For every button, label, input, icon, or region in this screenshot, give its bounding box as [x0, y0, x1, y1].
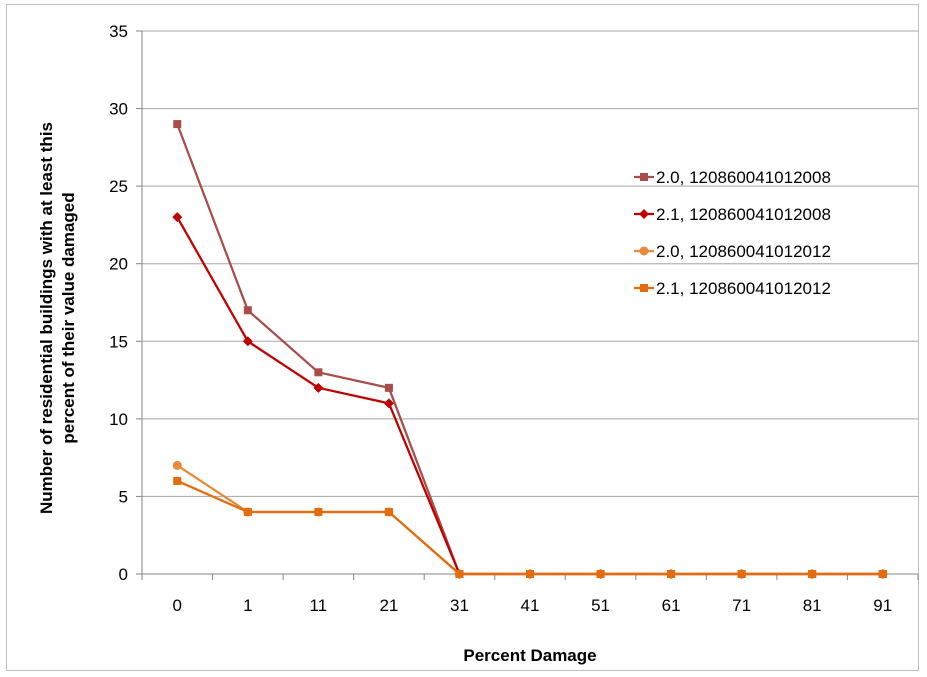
- y-tick-label: 25: [109, 177, 128, 196]
- y-axis-title: Number of residential buildings with at …: [37, 122, 78, 514]
- legend-item-4: 2.1, 120860041012012: [634, 279, 831, 298]
- x-tick-label: 11: [310, 596, 328, 615]
- x-tick-labels: 0 1 11 21 31 41 51 61 71 81 91: [173, 596, 893, 615]
- x-tick-label: 51: [591, 596, 610, 615]
- legend: 2.0, 120860041012008 2.1, 120860041012008…: [634, 168, 831, 298]
- y-axis-title-line-1: Number of residential buildings with at …: [37, 122, 56, 514]
- series-3: [172, 460, 888, 579]
- x-tick-label: 41: [521, 596, 540, 615]
- legend-marker: [639, 246, 649, 256]
- data-point: [243, 507, 252, 516]
- x-tick-label: 1: [243, 596, 252, 615]
- legend-label: 2.0, 120860041012008: [656, 168, 831, 187]
- data-point: [242, 336, 253, 347]
- series-line: [176, 123, 883, 576]
- data-point: [667, 570, 676, 578]
- data-point: [383, 398, 394, 409]
- legend-item-1: 2.0, 120860041012008: [634, 168, 831, 187]
- data-point: [243, 306, 252, 315]
- data-point: [526, 570, 534, 578]
- data-point: [172, 212, 183, 223]
- y-tick-label: 15: [109, 332, 128, 351]
- legend-label: 2.1, 120860041012008: [656, 205, 831, 224]
- data-series: [172, 120, 888, 579]
- legend-marker: [640, 284, 648, 292]
- legend-label: 2.1, 120860041012012: [656, 279, 831, 298]
- axes: [136, 30, 919, 580]
- series-line: [176, 216, 883, 576]
- y-tick-label: 30: [109, 100, 128, 119]
- data-point: [314, 368, 323, 377]
- series-1: [173, 120, 887, 578]
- data-point: [455, 570, 464, 578]
- data-point: [172, 460, 182, 470]
- series-line: [176, 464, 883, 576]
- data-point: [173, 120, 182, 129]
- series-2: [172, 212, 888, 579]
- series-line: [176, 479, 883, 576]
- legend-marker: [640, 173, 648, 181]
- data-point: [808, 570, 817, 578]
- legend-marker: [639, 209, 649, 219]
- x-tick-label: 21: [379, 596, 398, 615]
- y-axis-title-line-2: percent of their value damaged: [59, 192, 78, 443]
- x-tick-label: 61: [662, 596, 681, 615]
- x-tick-label: 0: [173, 596, 182, 615]
- x-tick-label: 71: [732, 596, 751, 615]
- data-point: [384, 383, 393, 392]
- y-tick-label: 5: [119, 487, 128, 506]
- y-tick-labels: 0 5 10 15 20 25 30 35: [109, 22, 128, 584]
- x-tick-label: 31: [450, 596, 469, 615]
- x-axis-title: Percent Damage: [463, 646, 596, 665]
- gridlines: [142, 30, 918, 497]
- data-point: [173, 476, 182, 485]
- data-point: [314, 507, 323, 516]
- data-point: [737, 570, 746, 578]
- legend-item-2: 2.1, 120860041012008: [634, 205, 831, 224]
- y-tick-label: 10: [109, 410, 128, 429]
- x-tick-label: 81: [803, 596, 822, 615]
- x-tick-label: 91: [873, 596, 892, 615]
- legend-label: 2.0, 120860041012012: [656, 242, 831, 261]
- chart-frame: [6, 4, 919, 671]
- series-4: [173, 476, 887, 578]
- data-point: [878, 570, 887, 578]
- y-tick-label: 0: [119, 565, 128, 584]
- y-tick-label: 20: [109, 255, 128, 274]
- data-point: [596, 570, 605, 578]
- data-point: [384, 507, 393, 516]
- y-tick-label: 35: [109, 22, 128, 41]
- data-point: [313, 382, 324, 393]
- legend-item-3: 2.0, 120860041012012: [634, 242, 831, 261]
